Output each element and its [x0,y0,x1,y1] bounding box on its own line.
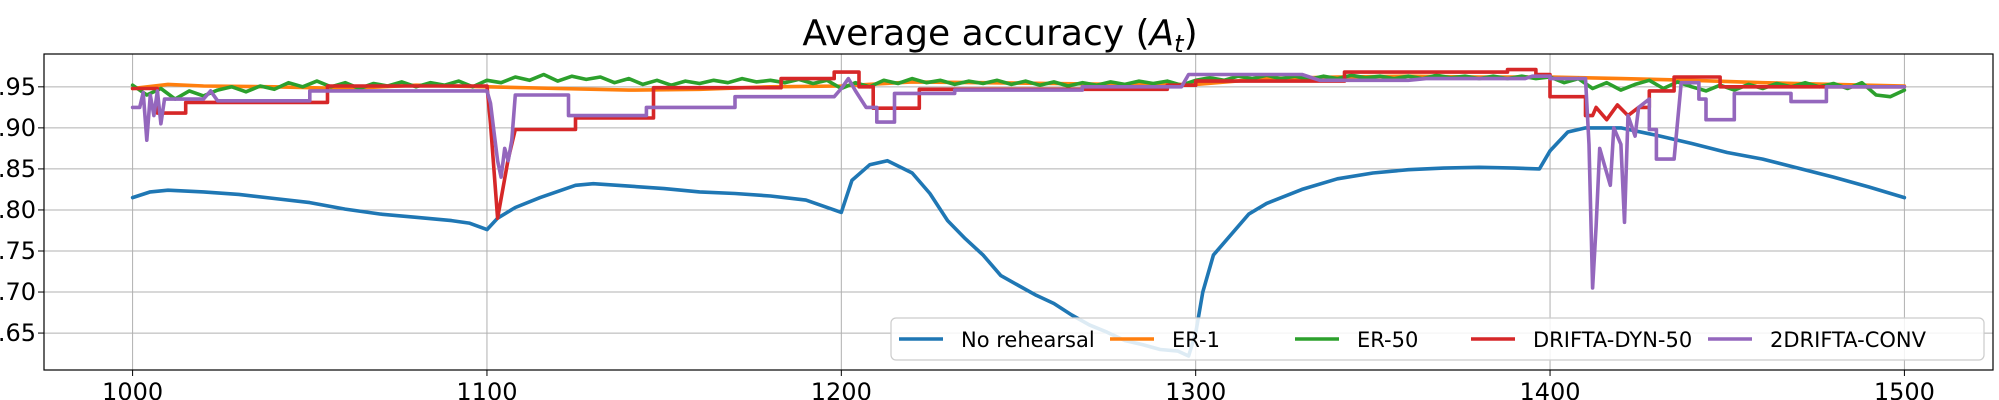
y-tick-label: .85 [0,155,36,183]
y-tick-label: .70 [0,278,36,306]
legend-label-2drifta-conv: 2DRIFTA-CONV [1770,328,1927,352]
x-tick-label: 1500 [1874,378,1935,400]
legend-label-drifta-dyn-50: DRIFTA-DYN-50 [1533,328,1692,352]
legend-box [890,317,1985,361]
series-line-2drifta-conv [130,72,1907,290]
chart-title-variable: A [1148,13,1175,54]
chart-title-close: ) [1184,13,1198,54]
y-axis-ticks: .65 .70 .75 .80 .85 .90 .95 [0,73,44,347]
y-tick-label: .90 [0,114,36,142]
series-line-er-50 [130,72,1907,101]
series-lines [130,67,1907,358]
plot-area-frame [43,53,1994,371]
legend: No rehearsal ER-1 ER-50 DRIFTA-DYN-50 2DRIFT… [890,317,1985,361]
chart-title-main: Average accuracy ( [802,13,1149,54]
x-tick-label: 1000 [102,378,163,400]
x-axis-ticks: 1000 1100 1200 1300 1400 1500 [102,370,1935,400]
x-tick-label: 1400 [1520,378,1581,400]
legend-label-no-rehearsal: No rehearsal [961,328,1095,352]
legend-label-er-50: ER-50 [1357,328,1418,352]
x-tick-label: 1100 [456,378,517,400]
series-line-drifta-dyn-50 [130,67,1907,220]
y-tick-label: .65 [0,319,36,347]
x-tick-label: 1300 [1165,378,1226,400]
y-tick-label: .95 [0,73,36,101]
y-tick-label: .80 [0,196,36,224]
x-tick-label: 1200 [811,378,872,400]
y-tick-label: .75 [0,237,36,265]
chart-title: Average accuracy (At) [802,13,1197,58]
chart-title-subscript: t [1174,30,1185,58]
series-line-no-rehearsal [130,126,1907,358]
legend-label-er-1: ER-1 [1172,328,1220,352]
